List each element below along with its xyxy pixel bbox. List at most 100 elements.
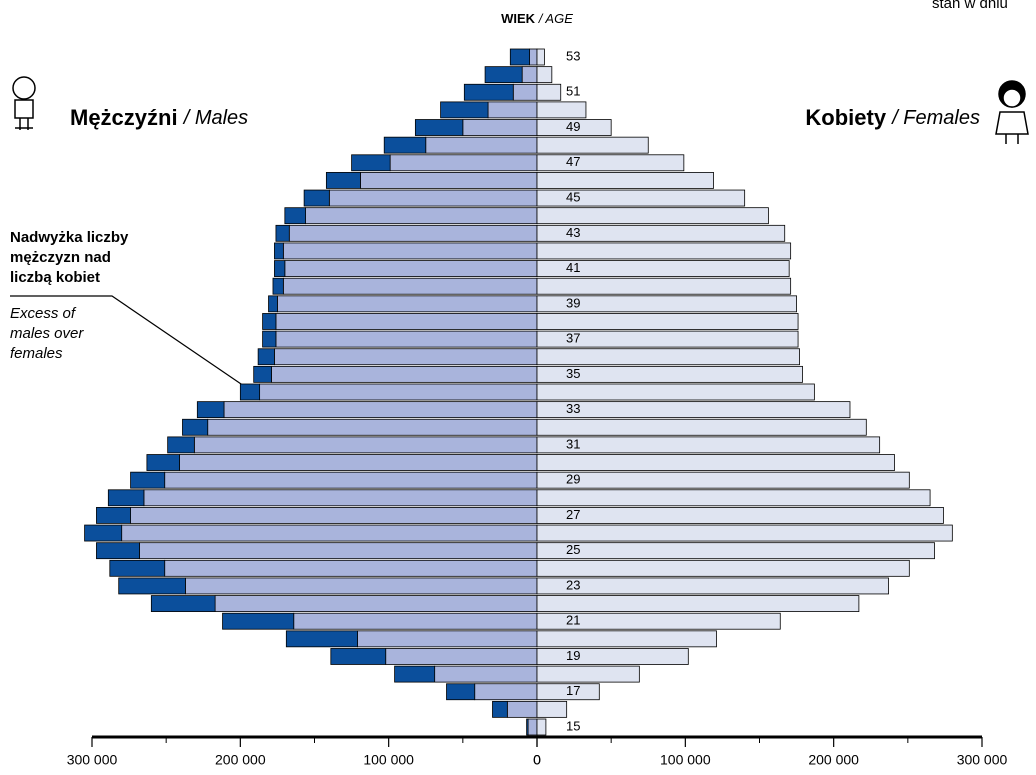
legend-male: Mężczyźni / Males xyxy=(70,105,248,130)
female-bar xyxy=(536,683,600,701)
male-bar xyxy=(277,295,538,313)
title-italic: / AGE xyxy=(538,11,574,26)
age-label: 33 xyxy=(566,401,580,416)
male-excess xyxy=(484,66,523,84)
female-bar xyxy=(536,348,800,366)
male-excess xyxy=(196,401,225,419)
male-excess xyxy=(394,665,436,683)
male-bar xyxy=(185,577,538,595)
male-bar xyxy=(259,383,538,401)
male-bar xyxy=(434,665,538,683)
female-bar xyxy=(536,524,953,542)
female-bar xyxy=(536,224,786,242)
male-excess xyxy=(96,542,140,560)
male-excess xyxy=(167,436,195,454)
female-bar xyxy=(536,48,545,66)
male-bar xyxy=(164,471,538,489)
male-bar xyxy=(529,48,538,66)
chart-title: WIEK / AGE xyxy=(501,11,573,26)
female-bar xyxy=(536,577,889,595)
male-bar xyxy=(462,119,538,136)
male-excess xyxy=(84,524,123,542)
female-bar xyxy=(536,295,797,313)
male-excess xyxy=(383,136,427,154)
male-bar xyxy=(521,66,538,84)
female-bar xyxy=(536,595,860,612)
x-tick-label: 300 000 xyxy=(957,752,1008,768)
age-label: 41 xyxy=(566,260,580,275)
male-excess xyxy=(268,295,278,313)
age-label: 53 xyxy=(566,48,580,63)
annotation-italic: males over xyxy=(10,325,84,342)
male-excess xyxy=(150,595,216,612)
male-excess xyxy=(262,313,277,330)
male-bar xyxy=(223,401,538,419)
female-bar xyxy=(536,207,769,225)
female-bar xyxy=(536,454,895,471)
female-bar xyxy=(536,330,799,348)
female-bar xyxy=(536,471,910,489)
legend-female-en: / Females xyxy=(890,107,980,129)
male-excess xyxy=(284,207,307,225)
male-bar xyxy=(271,365,538,383)
male-excess xyxy=(107,489,145,507)
male-bar xyxy=(425,136,538,154)
male-excess xyxy=(257,348,275,366)
female-bar xyxy=(536,542,935,560)
male-excess xyxy=(325,172,361,189)
female-bar xyxy=(536,507,944,524)
male-bar xyxy=(385,648,538,665)
female-bar xyxy=(536,700,568,718)
male-icon xyxy=(12,76,36,130)
age-label: 51 xyxy=(566,84,580,99)
female-bar xyxy=(536,559,910,577)
female-bar xyxy=(536,383,815,401)
male-bar xyxy=(357,630,538,648)
male-excess xyxy=(130,471,166,489)
male-bar xyxy=(164,559,538,577)
male-excess xyxy=(109,559,166,577)
female-bar xyxy=(536,418,867,436)
male-bar xyxy=(179,454,538,471)
annotation-bold: Nadwyżka liczby xyxy=(10,229,129,246)
male-excess xyxy=(275,224,290,242)
age-label: 27 xyxy=(566,507,580,522)
female-bar xyxy=(536,119,612,136)
female-icon xyxy=(995,80,1029,144)
male-excess xyxy=(526,718,529,736)
male-excess xyxy=(118,577,186,595)
age-label: 31 xyxy=(566,436,580,451)
annotation-bold: mężczyzn nad xyxy=(10,249,111,266)
female-bar xyxy=(536,101,587,119)
male-bar xyxy=(139,542,538,560)
female-bar xyxy=(536,172,714,189)
male-excess xyxy=(414,119,464,136)
x-tick-label: 100 000 xyxy=(363,752,414,768)
male-bar xyxy=(474,683,538,701)
female-bar xyxy=(536,401,851,419)
female-bar xyxy=(536,436,881,454)
legend-male-en: / Males xyxy=(182,107,248,129)
male-excess xyxy=(440,101,489,119)
x-tick-label: 0 xyxy=(533,752,541,768)
male-bar xyxy=(143,489,538,507)
age-label: 23 xyxy=(566,577,580,592)
age-label: 43 xyxy=(566,225,580,240)
male-bar xyxy=(282,242,538,260)
male-bar xyxy=(360,172,538,189)
male-bar xyxy=(207,418,538,436)
annotation-italic: females xyxy=(10,345,63,362)
x-tick-label: 200 000 xyxy=(215,752,266,768)
female-bar xyxy=(536,718,547,736)
male-excess xyxy=(239,383,261,401)
female-bar xyxy=(536,648,689,665)
female-bar xyxy=(536,630,717,648)
annotation-italic: Excess of xyxy=(10,305,77,322)
male-excess xyxy=(222,612,295,630)
male-bar xyxy=(214,595,538,612)
annotation: Nadwyżka liczby mężczyzn nad liczbą kobiet… xyxy=(10,229,129,362)
male-bar xyxy=(193,436,538,454)
male-excess xyxy=(285,630,358,648)
title-bold: WIEK xyxy=(501,11,536,26)
